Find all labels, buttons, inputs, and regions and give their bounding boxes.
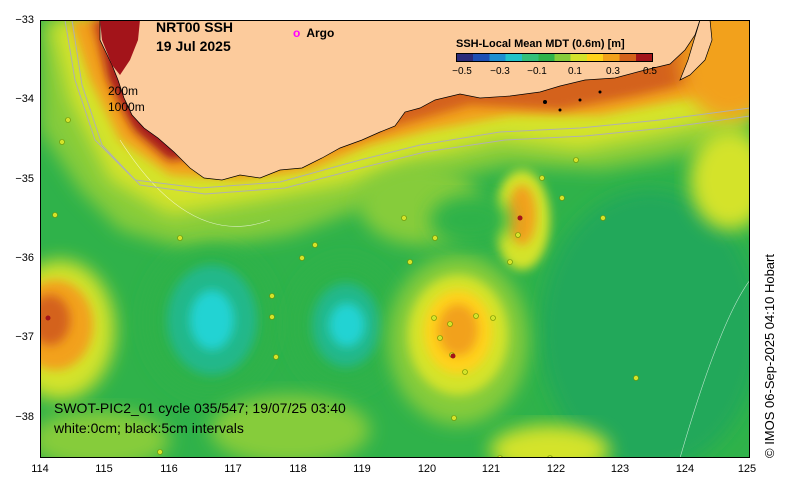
argo-legend: o Argo bbox=[293, 26, 334, 40]
swath-edge-east bbox=[679, 279, 750, 458]
argo-float bbox=[312, 242, 318, 248]
y-tick: −38 bbox=[15, 411, 34, 423]
y-tick: −36 bbox=[15, 252, 34, 264]
x-tick: 120 bbox=[417, 463, 437, 475]
argo-float bbox=[633, 375, 639, 381]
colorbar-tick: −0.1 bbox=[527, 66, 547, 77]
land-mass-east bbox=[679, 20, 713, 81]
argo-float bbox=[600, 215, 606, 221]
y-tick: −37 bbox=[15, 331, 34, 343]
island bbox=[543, 100, 547, 104]
colorbar-tick: −0.5 bbox=[452, 66, 472, 77]
map-date: 19 Jul 2025 bbox=[156, 38, 231, 54]
x-tick: 123 bbox=[610, 463, 630, 475]
argo-float bbox=[269, 293, 275, 299]
isobath-label-200m: 200m bbox=[108, 84, 139, 98]
imos-credit: © IMOS 06-Sep-2025 04:10 Hobart bbox=[762, 254, 777, 458]
argo-float bbox=[65, 117, 71, 123]
colorbar-tick: −0.3 bbox=[490, 66, 510, 77]
map-title: NRT00 SSH bbox=[156, 19, 234, 35]
x-tick: 114 bbox=[31, 463, 49, 475]
argo-float bbox=[539, 175, 545, 181]
x-tick: 119 bbox=[353, 463, 371, 475]
x-tick: 122 bbox=[546, 463, 566, 475]
x-tick: 118 bbox=[289, 463, 307, 475]
argo-float bbox=[462, 369, 468, 375]
swath-edge-west bbox=[119, 139, 271, 227]
colorbar-tick: 0.1 bbox=[568, 66, 582, 77]
argo-float bbox=[157, 449, 163, 455]
map-border bbox=[40, 20, 750, 458]
swath-info: SWOT-PIC2_01 cycle 035/547; 19/07/25 03:… bbox=[54, 400, 346, 416]
map-frame[interactable] bbox=[40, 20, 750, 458]
argo-float bbox=[431, 315, 437, 321]
argo-float bbox=[407, 259, 413, 265]
argo-symbol-icon: o bbox=[293, 26, 301, 40]
warm-eddy-central bbox=[438, 304, 478, 356]
ssh-map bbox=[40, 20, 750, 458]
argo-float bbox=[447, 321, 453, 327]
argo-float bbox=[515, 232, 521, 238]
argo-float bbox=[52, 212, 58, 218]
float-high bbox=[45, 315, 51, 321]
warm-lobe-north bbox=[508, 185, 536, 245]
argo-float bbox=[299, 255, 305, 261]
warm-eddy-west bbox=[40, 295, 70, 345]
argo-float bbox=[437, 335, 443, 341]
contour-info: white:0cm; black:5cm intervals bbox=[54, 420, 244, 436]
argo-float bbox=[507, 259, 513, 265]
cold-eddy-central bbox=[329, 303, 365, 347]
isobath-1000m bbox=[71, 20, 750, 195]
argo-float bbox=[269, 314, 275, 320]
island bbox=[558, 108, 562, 112]
x-tick: 116 bbox=[160, 463, 178, 475]
x-tick: 121 bbox=[481, 463, 501, 475]
x-tick: 125 bbox=[737, 463, 757, 475]
argo-float bbox=[473, 313, 479, 319]
island bbox=[578, 98, 582, 102]
y-tick: −33 bbox=[15, 14, 34, 26]
ssh-east-lowgreen bbox=[540, 190, 750, 458]
float-high bbox=[517, 215, 523, 221]
island bbox=[598, 90, 602, 94]
perth-region bbox=[100, 20, 140, 75]
argo-float bbox=[451, 415, 457, 421]
isobath-200m bbox=[64, 20, 750, 189]
float-high bbox=[450, 353, 456, 359]
argo-float bbox=[490, 315, 496, 321]
colorbar bbox=[456, 53, 653, 62]
argo-float bbox=[177, 235, 183, 241]
argo-float bbox=[59, 139, 65, 145]
argo-float bbox=[273, 354, 279, 360]
x-tick: 115 bbox=[95, 463, 113, 475]
argo-float bbox=[573, 157, 579, 163]
argo-float bbox=[401, 215, 407, 221]
argo-floats bbox=[52, 117, 639, 458]
x-tick: 124 bbox=[675, 463, 695, 475]
argo-float bbox=[559, 195, 565, 201]
colorbar-title: SSH-Local Mean MDT (0.6m) [m] bbox=[456, 38, 625, 50]
colorbar-tick: 0.5 bbox=[643, 66, 657, 77]
y-tick: −35 bbox=[15, 173, 34, 185]
argo-label: Argo bbox=[306, 26, 335, 40]
colorbar-tick: 0.3 bbox=[606, 66, 620, 77]
isobath-label-1000m: 1000m bbox=[108, 100, 145, 114]
argo-float bbox=[432, 235, 438, 241]
y-tick: −34 bbox=[15, 93, 34, 105]
x-tick: 117 bbox=[224, 463, 242, 475]
cold-eddy-west bbox=[190, 290, 234, 350]
